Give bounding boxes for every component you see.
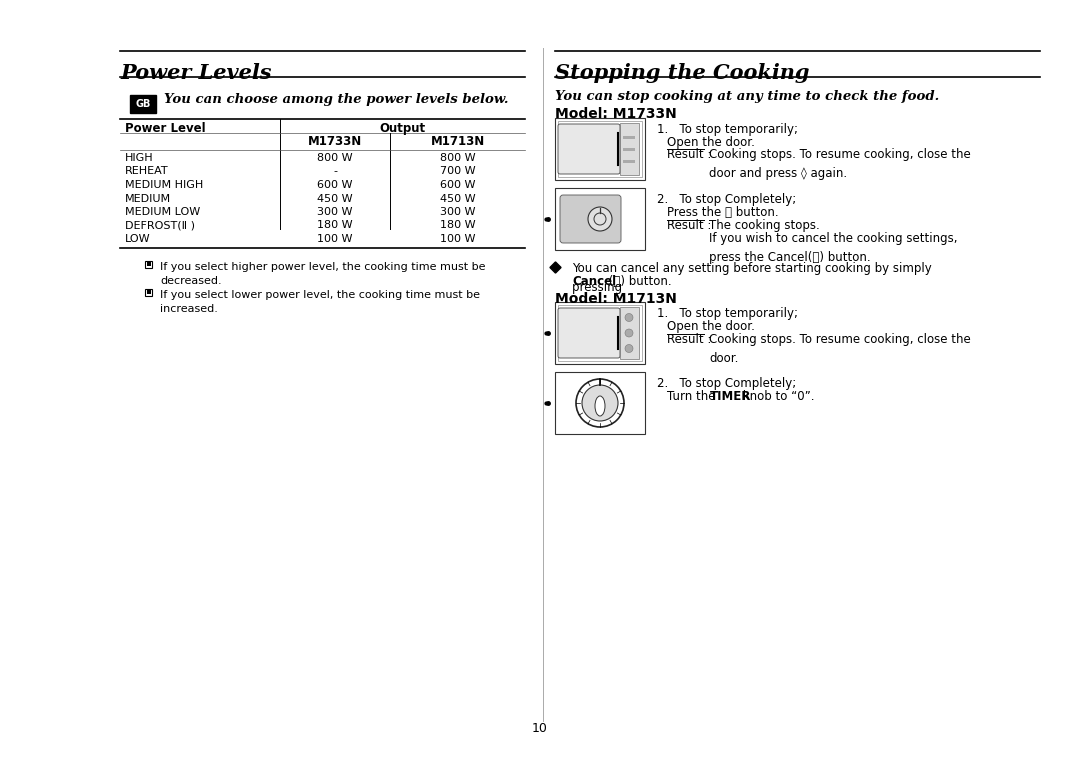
Text: 700 W: 700 W [440, 166, 475, 176]
FancyBboxPatch shape [555, 302, 645, 364]
Text: Power Level: Power Level [125, 122, 205, 135]
Text: Model: M1733N: Model: M1733N [555, 107, 677, 121]
Text: Cancel: Cancel [572, 275, 616, 288]
Text: 450 W: 450 W [318, 194, 353, 204]
Text: Stopping the Cooking: Stopping the Cooking [555, 63, 810, 83]
FancyBboxPatch shape [561, 195, 621, 243]
Text: Result :: Result : [667, 219, 712, 232]
Text: Cooking stops. To resume cooking, close the
door.: Cooking stops. To resume cooking, close … [708, 333, 971, 365]
Text: If you select higher power level, the cooking time must be
decreased.: If you select higher power level, the co… [160, 262, 486, 286]
Text: Model: M1713N: Model: M1713N [555, 292, 677, 306]
Text: 10: 10 [532, 722, 548, 735]
Text: GB: GB [135, 99, 151, 109]
FancyBboxPatch shape [555, 188, 645, 250]
FancyBboxPatch shape [620, 307, 639, 359]
Text: 600 W: 600 W [440, 180, 475, 190]
Text: 2.   To stop Completely;: 2. To stop Completely; [657, 377, 796, 390]
Text: MEDIUM LOW: MEDIUM LOW [125, 207, 200, 217]
FancyBboxPatch shape [623, 136, 635, 139]
Text: 1.   To stop temporarily;: 1. To stop temporarily; [657, 307, 798, 320]
Text: You can choose among the power levels below.: You can choose among the power levels be… [164, 92, 509, 105]
Text: If you wish to cancel the cooking settings,
press the Cancel(ⓧ) button.: If you wish to cancel the cooking settin… [708, 232, 958, 263]
Text: 100 W: 100 W [318, 234, 353, 244]
Text: 800 W: 800 W [318, 153, 353, 163]
Text: M1713N: M1713N [430, 135, 485, 148]
Text: Open the door.: Open the door. [667, 320, 755, 333]
FancyBboxPatch shape [147, 262, 150, 266]
Text: MEDIUM: MEDIUM [125, 194, 171, 204]
Text: 180 W: 180 W [318, 221, 353, 230]
Circle shape [625, 314, 633, 321]
FancyBboxPatch shape [620, 123, 639, 175]
Text: 300 W: 300 W [440, 207, 475, 217]
Text: 300 W: 300 W [318, 207, 353, 217]
Text: TIMER: TIMER [710, 390, 751, 403]
Text: You can cancel any setting before starting cooking by simply
pressing: You can cancel any setting before starti… [572, 262, 932, 294]
Text: knob to “0”.: knob to “0”. [739, 390, 814, 403]
Text: Result :: Result : [667, 333, 712, 346]
Circle shape [582, 385, 618, 421]
FancyBboxPatch shape [555, 372, 645, 434]
Text: Press the ⓧ button.: Press the ⓧ button. [667, 206, 779, 219]
Text: (ⓧ) button.: (ⓧ) button. [605, 275, 672, 288]
Circle shape [625, 345, 633, 353]
Text: 100 W: 100 W [440, 234, 475, 244]
Text: Turn the: Turn the [667, 390, 719, 403]
Text: Power Levels: Power Levels [120, 63, 271, 83]
Text: Output: Output [379, 122, 426, 135]
FancyBboxPatch shape [147, 290, 150, 294]
Text: 450 W: 450 W [440, 194, 475, 204]
Text: The cooking stops.: The cooking stops. [708, 219, 820, 232]
Text: Cooking stops. To resume cooking, close the
door and press ◊ again.: Cooking stops. To resume cooking, close … [708, 148, 971, 179]
Text: You can stop cooking at any time to check the food.: You can stop cooking at any time to chec… [555, 90, 940, 103]
FancyBboxPatch shape [623, 160, 635, 163]
Text: Result :: Result : [667, 148, 712, 161]
FancyBboxPatch shape [130, 95, 156, 113]
Text: 180 W: 180 W [440, 221, 475, 230]
Text: DEFROST(Ⅱ ): DEFROST(Ⅱ ) [125, 221, 195, 230]
Text: LOW: LOW [125, 234, 150, 244]
Circle shape [625, 329, 633, 337]
Text: HIGH: HIGH [125, 153, 153, 163]
Circle shape [588, 207, 612, 231]
Text: 2.   To stop Completely;: 2. To stop Completely; [657, 193, 796, 206]
FancyBboxPatch shape [555, 118, 645, 180]
Circle shape [576, 379, 624, 427]
Text: REHEAT: REHEAT [125, 166, 168, 176]
Text: -: - [333, 166, 337, 176]
FancyBboxPatch shape [623, 148, 635, 151]
Text: 1.   To stop temporarily;: 1. To stop temporarily; [657, 123, 798, 136]
Text: If you select lower power level, the cooking time must be
increased.: If you select lower power level, the coo… [160, 289, 480, 314]
Text: 800 W: 800 W [440, 153, 475, 163]
FancyBboxPatch shape [558, 308, 620, 358]
Ellipse shape [595, 396, 605, 416]
Text: M1733N: M1733N [308, 135, 362, 148]
Text: Open the door.: Open the door. [667, 136, 755, 149]
FancyBboxPatch shape [558, 124, 620, 174]
Text: 600 W: 600 W [318, 180, 353, 190]
Text: MEDIUM HIGH: MEDIUM HIGH [125, 180, 203, 190]
